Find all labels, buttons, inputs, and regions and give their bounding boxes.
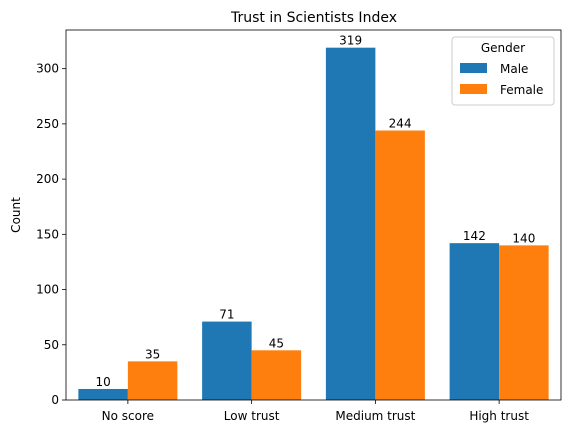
legend-title: Gender xyxy=(481,41,525,55)
y-axis: 0 50 100 150 200 250 300 xyxy=(36,62,66,407)
bar-male xyxy=(78,388,128,400)
data-label: 35 xyxy=(145,347,160,361)
data-label: 10 xyxy=(95,375,110,389)
legend-swatch-female xyxy=(460,84,487,94)
y-tick-label: 300 xyxy=(36,62,59,76)
data-label: 319 xyxy=(339,34,362,48)
y-tick-label: 50 xyxy=(44,338,59,352)
bar-female xyxy=(127,361,178,400)
x-tick-label: No score xyxy=(102,409,154,423)
bar-male xyxy=(325,47,376,401)
legend-swatch-male xyxy=(460,63,487,73)
bar-male xyxy=(449,243,500,400)
x-axis: No score Low trust Medium trust High trust xyxy=(102,400,529,423)
plot-area: 10 35 71 45 319 244 142 140 xyxy=(78,34,549,401)
bar-female xyxy=(375,130,425,401)
y-tick-label: 0 xyxy=(51,393,59,407)
data-label: 244 xyxy=(389,117,412,131)
plot-frame xyxy=(65,29,562,401)
legend: Gender Male Female xyxy=(451,36,555,106)
bar-female xyxy=(251,350,302,400)
y-tick-label: 200 xyxy=(36,172,59,186)
data-label: 142 xyxy=(463,229,486,243)
bar-male xyxy=(202,321,252,400)
y-tick-label: 250 xyxy=(36,117,59,131)
bar-female xyxy=(499,245,549,400)
legend-label-female: Female xyxy=(500,83,543,97)
data-label: 71 xyxy=(219,308,234,322)
chart-title: Trust in Scientists Index xyxy=(230,10,397,26)
x-tick-label: Medium trust xyxy=(335,409,415,423)
y-tick-label: 150 xyxy=(36,227,59,241)
data-label: 45 xyxy=(269,336,284,350)
x-tick-label: High trust xyxy=(469,409,529,423)
data-label: 140 xyxy=(512,231,535,245)
x-tick-label: Low trust xyxy=(224,409,280,423)
y-axis-label: Count xyxy=(9,197,23,233)
y-tick-label: 100 xyxy=(36,283,59,297)
legend-label-male: Male xyxy=(500,62,528,76)
